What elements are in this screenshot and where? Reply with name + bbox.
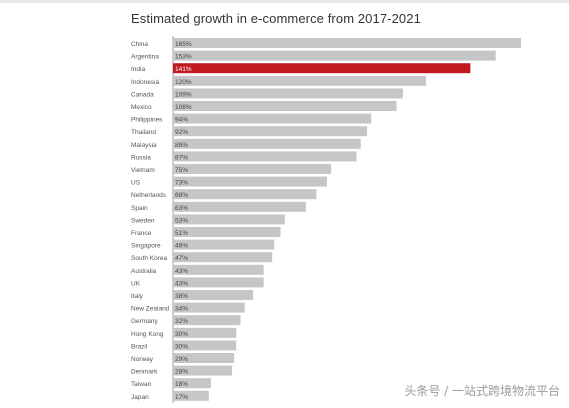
bar-singapore [173, 239, 275, 250]
bar-argentina [173, 50, 496, 61]
value-label-germany: 32% [175, 318, 188, 325]
category-label-malaysia: Malaysia [131, 142, 157, 149]
category-label-spain: Spain [131, 205, 148, 212]
value-label-spain: 63% [175, 205, 188, 212]
bar-japan [173, 390, 209, 401]
category-label-brazil: Brazil [131, 343, 148, 350]
value-label-france: 51% [175, 230, 188, 237]
top-divider [0, 0, 569, 3]
category-label-argentina: Argentina [131, 54, 159, 61]
category-label-us: US [131, 180, 141, 187]
bar-sweden [173, 214, 285, 225]
value-label-singapore: 48% [175, 243, 188, 250]
category-label-south-korea: South Korea [131, 255, 168, 262]
value-label-brazil: 30% [175, 343, 188, 350]
category-label-uk: UK [131, 280, 141, 287]
category-label-philippines: Philippines [131, 117, 163, 124]
value-label-malaysia: 89% [175, 142, 188, 149]
value-label-thailand: 92% [175, 129, 188, 136]
category-label-norway: Norway [131, 356, 154, 363]
bar-italy [173, 290, 254, 300]
bar-south-korea [173, 252, 273, 263]
value-label-canada: 109% [175, 91, 192, 98]
bar-malaysia [173, 138, 361, 149]
category-label-denmark: Denmark [131, 369, 158, 376]
category-label-canada: Canada [131, 91, 154, 98]
bar-mexico [173, 101, 397, 111]
category-label-australia: Australia [131, 268, 157, 275]
value-label-philippines: 94% [175, 117, 188, 124]
bar-indonesia [173, 75, 427, 86]
bar-brazil [173, 340, 237, 351]
category-label-indonesia: Indonesia [131, 79, 160, 86]
value-label-vietnam: 75% [175, 167, 188, 174]
watermark-text: 头条号 / 一站式跨境物流平台 [404, 384, 560, 398]
category-label-sweden: Sweden [131, 217, 155, 224]
bar-denmark [173, 365, 233, 376]
bar-spain [173, 201, 306, 212]
value-label-netherlands: 68% [175, 192, 188, 199]
category-label-new-zealand: New Zealand [131, 306, 170, 313]
category-label-thailand: Thailand [131, 129, 156, 136]
value-label-india: 141% [175, 66, 192, 73]
value-label-new-zealand: 34% [175, 306, 188, 313]
bar-taiwan [173, 378, 211, 389]
bar-germany [173, 315, 241, 326]
bar-hong-kong [173, 327, 237, 338]
bar-china [173, 38, 521, 48]
value-label-denmark: 28% [175, 369, 188, 376]
bar-india [173, 63, 471, 74]
value-label-hong-kong: 30% [175, 331, 188, 338]
value-label-mexico: 106% [175, 104, 192, 111]
value-label-australia: 43% [175, 268, 188, 275]
value-label-china: 165% [175, 41, 192, 48]
value-label-south-korea: 47% [175, 255, 188, 262]
value-label-italy: 38% [175, 293, 188, 300]
chart-title: Estimated growth in e-commerce from 2017… [131, 11, 421, 26]
category-label-netherlands: Netherlands [131, 192, 167, 199]
bar-netherlands [173, 189, 317, 200]
bar-norway [173, 353, 235, 363]
value-label-norway: 29% [175, 356, 188, 363]
value-label-taiwan: 18% [175, 381, 188, 388]
value-label-uk: 43% [175, 280, 188, 287]
value-label-argentina: 153% [175, 54, 192, 61]
bar-uk [173, 277, 264, 288]
category-label-hong-kong: Hong Kong [131, 331, 164, 338]
bar-philippines [173, 113, 372, 124]
category-label-singapore: Singapore [131, 243, 161, 250]
bar-australia [173, 264, 264, 275]
value-label-sweden: 53% [175, 217, 188, 224]
category-label-china: China [131, 41, 148, 48]
category-label-mexico: Mexico [131, 104, 152, 111]
category-label-russia: Russia [131, 154, 151, 161]
value-label-us: 73% [175, 180, 188, 187]
category-label-japan: Japan [131, 394, 149, 401]
category-label-taiwan: Taiwan [131, 381, 152, 388]
bar-canada [173, 88, 403, 99]
bar-russia [173, 151, 357, 162]
category-label-germany: Germany [131, 318, 158, 325]
bar-france [173, 227, 281, 237]
bar-new-zealand [173, 302, 245, 313]
category-label-india: India [131, 66, 145, 73]
value-label-indonesia: 120% [175, 79, 192, 86]
category-label-vietnam: Vietnam [131, 167, 155, 174]
bar-vietnam [173, 164, 332, 174]
bar-us [173, 176, 327, 187]
category-label-italy: Italy [131, 293, 144, 300]
value-label-japan: 17% [175, 394, 188, 401]
value-label-russia: 87% [175, 154, 188, 161]
bar-thailand [173, 126, 368, 137]
category-label-france: France [131, 230, 152, 237]
